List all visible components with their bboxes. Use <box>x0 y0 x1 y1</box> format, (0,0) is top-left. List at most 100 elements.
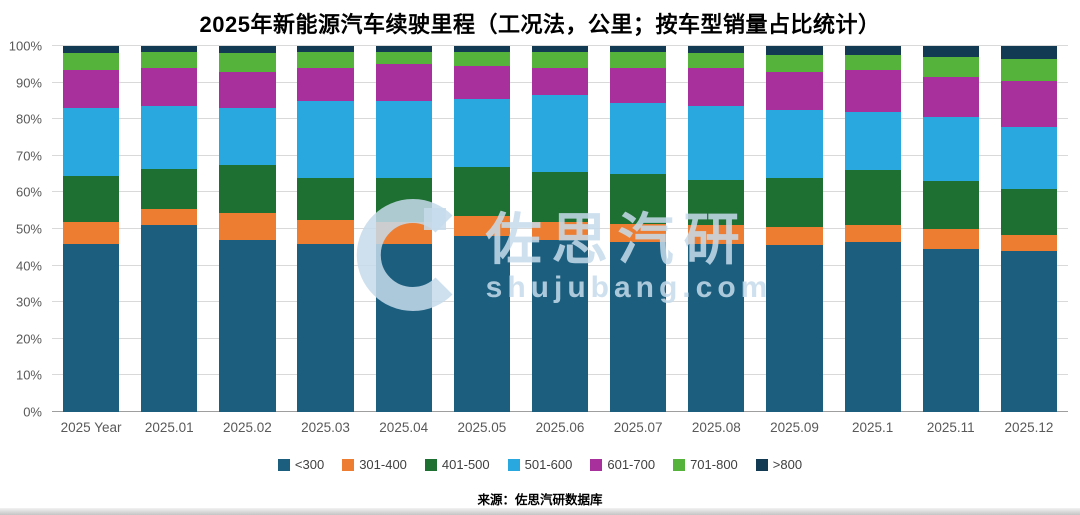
bar-segment-501-600 <box>610 102 667 175</box>
bar-segment-501-600 <box>531 95 589 173</box>
bars <box>52 46 1068 412</box>
stacked-bar <box>1000 46 1058 412</box>
stacked-bar <box>688 46 745 412</box>
legend-label: 601-700 <box>607 457 656 472</box>
legend-item-401-500: 401-500 <box>424 457 490 472</box>
legend-item-701-800: 701-800 <box>673 457 738 472</box>
bar-segment-401-500 <box>453 166 510 217</box>
bar-segment-401-500 <box>141 168 198 209</box>
bar-segment-601-700 <box>844 69 901 112</box>
bar-segment-<300 <box>610 241 667 412</box>
legend-item-601-700: 601-700 <box>590 457 655 472</box>
bar-segment-301-400 <box>141 208 198 226</box>
bar-segment-601-700 <box>219 71 276 109</box>
bar-segment-<300 <box>141 225 198 412</box>
bar-segment->800 <box>1000 46 1058 59</box>
bar-segment->800 <box>141 46 198 52</box>
bar-segment-401-500 <box>766 177 823 228</box>
stacked-bar <box>141 46 198 412</box>
y-tick-label: 60% <box>15 184 42 200</box>
y-tick-label: 0% <box>23 404 42 420</box>
bar-segment-601-700 <box>141 67 198 107</box>
stacked-bar <box>766 46 823 412</box>
bar-segment-501-600 <box>297 100 354 178</box>
bar-segment-301-400 <box>922 229 979 250</box>
bar-segment-301-400 <box>766 227 823 246</box>
y-tick-label: 10% <box>15 367 42 383</box>
bar-segment-701-800 <box>610 51 667 68</box>
bar-segment-401-500 <box>531 172 589 222</box>
legend-swatch-icon <box>507 458 520 471</box>
bar-segment-501-600 <box>219 108 276 165</box>
x-axis-label: 2025.04 <box>379 420 429 435</box>
bar-segment-301-400 <box>610 223 667 242</box>
bar-segment-401-500 <box>62 175 120 222</box>
legend-swatch-icon <box>342 458 355 471</box>
legend-label: 301-400 <box>359 457 407 472</box>
bar-segment-701-800 <box>375 51 432 65</box>
bottom-shadow-strip <box>0 508 1080 515</box>
bar-2025.03 <box>286 46 364 412</box>
bar-segment->800 <box>62 46 120 54</box>
bar-segment->800 <box>844 46 901 56</box>
x-axis-label: 2025 Year <box>60 420 122 435</box>
stacked-bar <box>922 46 979 412</box>
chart-title: 2025年新能源汽车续驶里程（工况法，公里；按车型销量占比统计） <box>199 12 881 37</box>
legend-swatch-icon <box>277 458 290 471</box>
x-axis-label: 2025.03 <box>301 420 350 435</box>
bar-segment-401-500 <box>297 177 354 220</box>
bar-segment-701-800 <box>688 53 745 68</box>
stacked-bar <box>610 46 667 412</box>
bar-segment-301-400 <box>375 221 432 244</box>
bar-segment->800 <box>688 46 745 54</box>
bar-segment-601-700 <box>375 64 432 101</box>
legend-swatch-icon <box>590 458 603 471</box>
bar-segment->800 <box>453 46 510 52</box>
bar-segment-601-700 <box>922 77 979 118</box>
bar-segment-701-800 <box>297 51 354 68</box>
bar-2025.05 <box>443 46 521 412</box>
stacked-bar <box>297 46 354 412</box>
legend-label: 501-600 <box>524 457 573 472</box>
x-axis-label: 2025.08 <box>691 420 741 435</box>
bar-segment-501-600 <box>141 106 198 169</box>
bar-segment-401-500 <box>219 164 276 213</box>
stacked-bar <box>62 46 120 412</box>
bar-segment-401-500 <box>610 174 667 224</box>
bar-segment-701-800 <box>531 51 589 68</box>
bar-segment-301-400 <box>1000 234 1058 251</box>
bar-segment-<300 <box>453 236 510 412</box>
stacked-bar <box>219 46 276 412</box>
bar-segment-701-800 <box>766 55 823 72</box>
bar-2025.08 <box>677 46 755 412</box>
legend-label: 701-800 <box>690 457 738 472</box>
bar-segment->800 <box>610 46 667 52</box>
bar-2025-year <box>52 46 130 412</box>
x-axis-label: 2025.1 <box>851 420 894 435</box>
bar-2025.07 <box>599 46 677 412</box>
bar-segment-301-400 <box>453 216 510 237</box>
y-tick-label: 100% <box>8 38 42 54</box>
plot-area: 佐思汽研 shujubang.com <box>52 45 1068 412</box>
y-tick-label: 90% <box>15 75 42 91</box>
bar-segment-501-600 <box>922 117 979 182</box>
bar-segment-<300 <box>1000 250 1058 412</box>
bar-segment-<300 <box>766 245 823 412</box>
gridline <box>52 45 1068 46</box>
y-tick-label: 30% <box>15 294 42 310</box>
bar-segment-701-800 <box>141 51 198 68</box>
bar-segment-501-600 <box>453 99 510 167</box>
y-tick-label: 70% <box>15 148 42 164</box>
bar-segment-501-600 <box>62 108 120 176</box>
bar-segment-601-700 <box>766 71 823 111</box>
legend-swatch-icon <box>673 458 686 471</box>
bar-segment-401-500 <box>1000 188 1058 235</box>
bar-segment-701-800 <box>1000 58 1058 81</box>
bar-segment-301-400 <box>219 212 276 240</box>
legend-item->800: >800 <box>755 457 802 472</box>
bar-segment-501-600 <box>688 106 745 180</box>
bar-segment-<300 <box>922 249 979 412</box>
bar-segment-701-800 <box>844 55 901 70</box>
bar-segment-301-400 <box>531 221 589 240</box>
bar-segment->800 <box>531 46 589 52</box>
